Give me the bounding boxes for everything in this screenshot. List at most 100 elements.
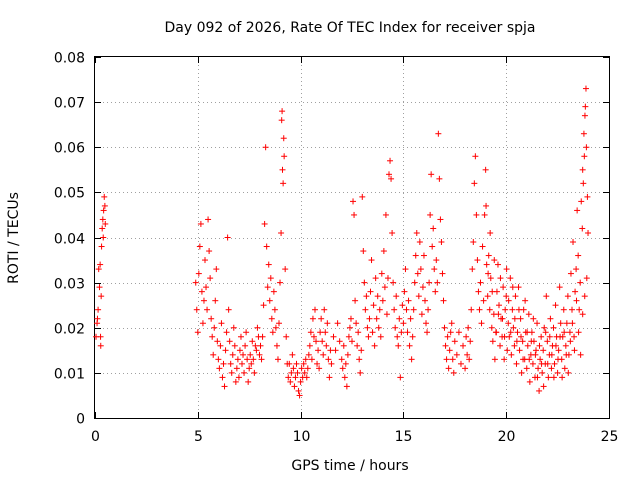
- data-point: [303, 374, 310, 381]
- data-point: [267, 275, 274, 282]
- data-point: [229, 351, 236, 358]
- data-point: [396, 315, 403, 322]
- data-point: [447, 329, 454, 336]
- data-point: [194, 329, 201, 336]
- data-point: [378, 270, 385, 277]
- data-point: [279, 108, 286, 115]
- data-point: [453, 351, 460, 358]
- data-point: [434, 279, 441, 286]
- data-point: [524, 342, 531, 349]
- x-tick-label: 5: [194, 429, 203, 445]
- data-point: [302, 356, 309, 363]
- data-point: [411, 279, 418, 286]
- data-point: [351, 211, 358, 218]
- data-point: [508, 351, 515, 358]
- data-point: [403, 306, 410, 313]
- data-point: [505, 297, 512, 304]
- data-point: [524, 329, 531, 336]
- data-point: [283, 333, 290, 340]
- data-point: [353, 320, 360, 327]
- data-point: [578, 198, 585, 205]
- data-point: [387, 157, 394, 164]
- data-point: [384, 275, 391, 282]
- data-point: [554, 369, 561, 376]
- data-point: [556, 284, 563, 291]
- data-point: [437, 216, 444, 223]
- data-point: [242, 342, 249, 349]
- data-point: [237, 333, 244, 340]
- data-point: [534, 374, 541, 381]
- data-point: [341, 374, 348, 381]
- data-point: [473, 211, 480, 218]
- data-point: [409, 333, 416, 340]
- x-tick-label: 0: [91, 429, 100, 445]
- data-point: [313, 338, 320, 345]
- data-point: [557, 333, 564, 340]
- data-point: [402, 266, 409, 273]
- data-point: [298, 365, 305, 372]
- data-point: [540, 347, 547, 354]
- data-point: [566, 329, 573, 336]
- data-point: [377, 333, 384, 340]
- data-point: [192, 279, 199, 286]
- data-point: [336, 338, 343, 345]
- data-point: [426, 279, 433, 286]
- data-point: [325, 356, 332, 363]
- data-point: [356, 356, 363, 363]
- data-point: [235, 374, 242, 381]
- data-point: [247, 351, 254, 358]
- y-tick-label: 0.06: [54, 141, 85, 157]
- data-point: [221, 383, 228, 390]
- data-point: [324, 320, 331, 327]
- data-point: [265, 261, 272, 268]
- data-point: [574, 207, 581, 214]
- data-point: [371, 342, 378, 349]
- data-point: [383, 311, 390, 318]
- data-point: [464, 351, 471, 358]
- data-point: [581, 153, 588, 160]
- data-point: [477, 279, 484, 286]
- data-point: [97, 333, 104, 340]
- data-point: [571, 347, 578, 354]
- data-point: [311, 306, 318, 313]
- data-point: [557, 320, 564, 327]
- data-point: [538, 360, 545, 367]
- data-point: [372, 275, 379, 282]
- data-point: [496, 302, 503, 309]
- data-point: [501, 333, 508, 340]
- data-point: [100, 234, 107, 241]
- data-point: [206, 248, 213, 255]
- data-point: [98, 243, 105, 250]
- data-point: [248, 360, 255, 367]
- data-point: [537, 356, 544, 363]
- data-point: [305, 351, 312, 358]
- data-point: [573, 297, 580, 304]
- data-point: [555, 347, 562, 354]
- data-point: [389, 229, 396, 236]
- data-point: [261, 220, 268, 227]
- data-point: [349, 338, 355, 345]
- data-point: [522, 297, 529, 304]
- data-point: [200, 297, 207, 304]
- tick-layer: 0 5 10 15 20 25 0 0.01 0.02 0.03 0.04 0.05 0.06 0.07 0…: [54, 51, 619, 446]
- data-point: [213, 266, 220, 273]
- data-point: [500, 284, 507, 291]
- data-point: [291, 383, 298, 390]
- data-point: [505, 320, 512, 327]
- data-point: [581, 293, 588, 300]
- data-point: [193, 306, 200, 313]
- data-point: [544, 338, 551, 345]
- data-point: [404, 329, 411, 336]
- data-point: [485, 252, 492, 259]
- data-point: [295, 387, 302, 394]
- data-point: [577, 279, 584, 286]
- data-point: [546, 333, 553, 340]
- data-point: [494, 261, 501, 268]
- data-point: [457, 360, 464, 367]
- data-point: [503, 266, 510, 273]
- data-point: [467, 338, 474, 345]
- data-point: [211, 324, 218, 331]
- data-point: [231, 342, 238, 349]
- data-point: [209, 333, 216, 340]
